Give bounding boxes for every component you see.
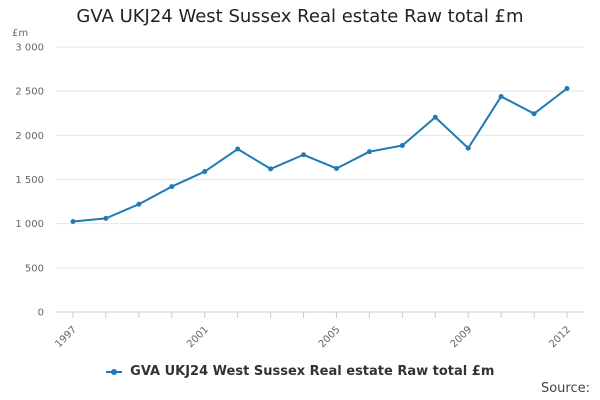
data-point[interactable] <box>202 169 208 175</box>
y-tick-label: 3 000 <box>15 43 44 54</box>
data-point[interactable] <box>169 184 175 190</box>
axes <box>56 311 584 318</box>
x-tick-label: 2012 <box>547 324 573 350</box>
series-line[interactable] <box>72 87 568 223</box>
legend-swatch <box>105 368 122 375</box>
y-tick-label: 2 000 <box>15 131 44 142</box>
data-point[interactable] <box>235 146 241 152</box>
y-tick-label: 1 500 <box>15 175 44 186</box>
x-tick-label: 1997 <box>53 324 79 350</box>
chart-title: GVA UKJ24 West Sussex Real estate Raw to… <box>76 6 524 27</box>
x-tick-label: 2009 <box>449 324 475 350</box>
legend[interactable]: GVA UKJ24 West Sussex Real estate Raw to… <box>0 364 600 379</box>
data-point[interactable] <box>301 152 307 158</box>
y-tick-label: 1 000 <box>15 219 44 230</box>
data-point[interactable] <box>498 93 504 99</box>
data-point[interactable] <box>70 218 76 224</box>
y-tick-labels: 0 500 1 000 1 500 2 000 2 500 3 000 <box>15 43 44 319</box>
grid-lines <box>56 46 584 269</box>
data-point[interactable] <box>465 145 471 151</box>
y-tick-label: 2 500 <box>15 87 44 98</box>
data-point[interactable] <box>399 142 405 148</box>
data-point[interactable] <box>432 114 438 120</box>
x-tick-label: 2005 <box>317 324 343 350</box>
y-tick-label: 0 <box>38 308 44 319</box>
series-layer <box>70 86 570 224</box>
data-point[interactable] <box>103 215 109 221</box>
legend-label: GVA UKJ24 West Sussex Real estate Raw to… <box>130 364 495 379</box>
data-point[interactable] <box>564 86 570 92</box>
y-tick-label: 500 <box>25 263 44 274</box>
x-tick-labels: 1997 2001 2005 2009 2012 <box>53 324 573 350</box>
source-label: Source: <box>540 381 590 396</box>
data-point[interactable] <box>333 165 339 171</box>
data-point[interactable] <box>268 166 274 172</box>
y-unit-label: £m <box>12 28 28 39</box>
data-point[interactable] <box>136 201 142 207</box>
data-point[interactable] <box>531 111 537 117</box>
data-point[interactable] <box>366 149 372 155</box>
x-tick-label: 2001 <box>185 324 211 350</box>
